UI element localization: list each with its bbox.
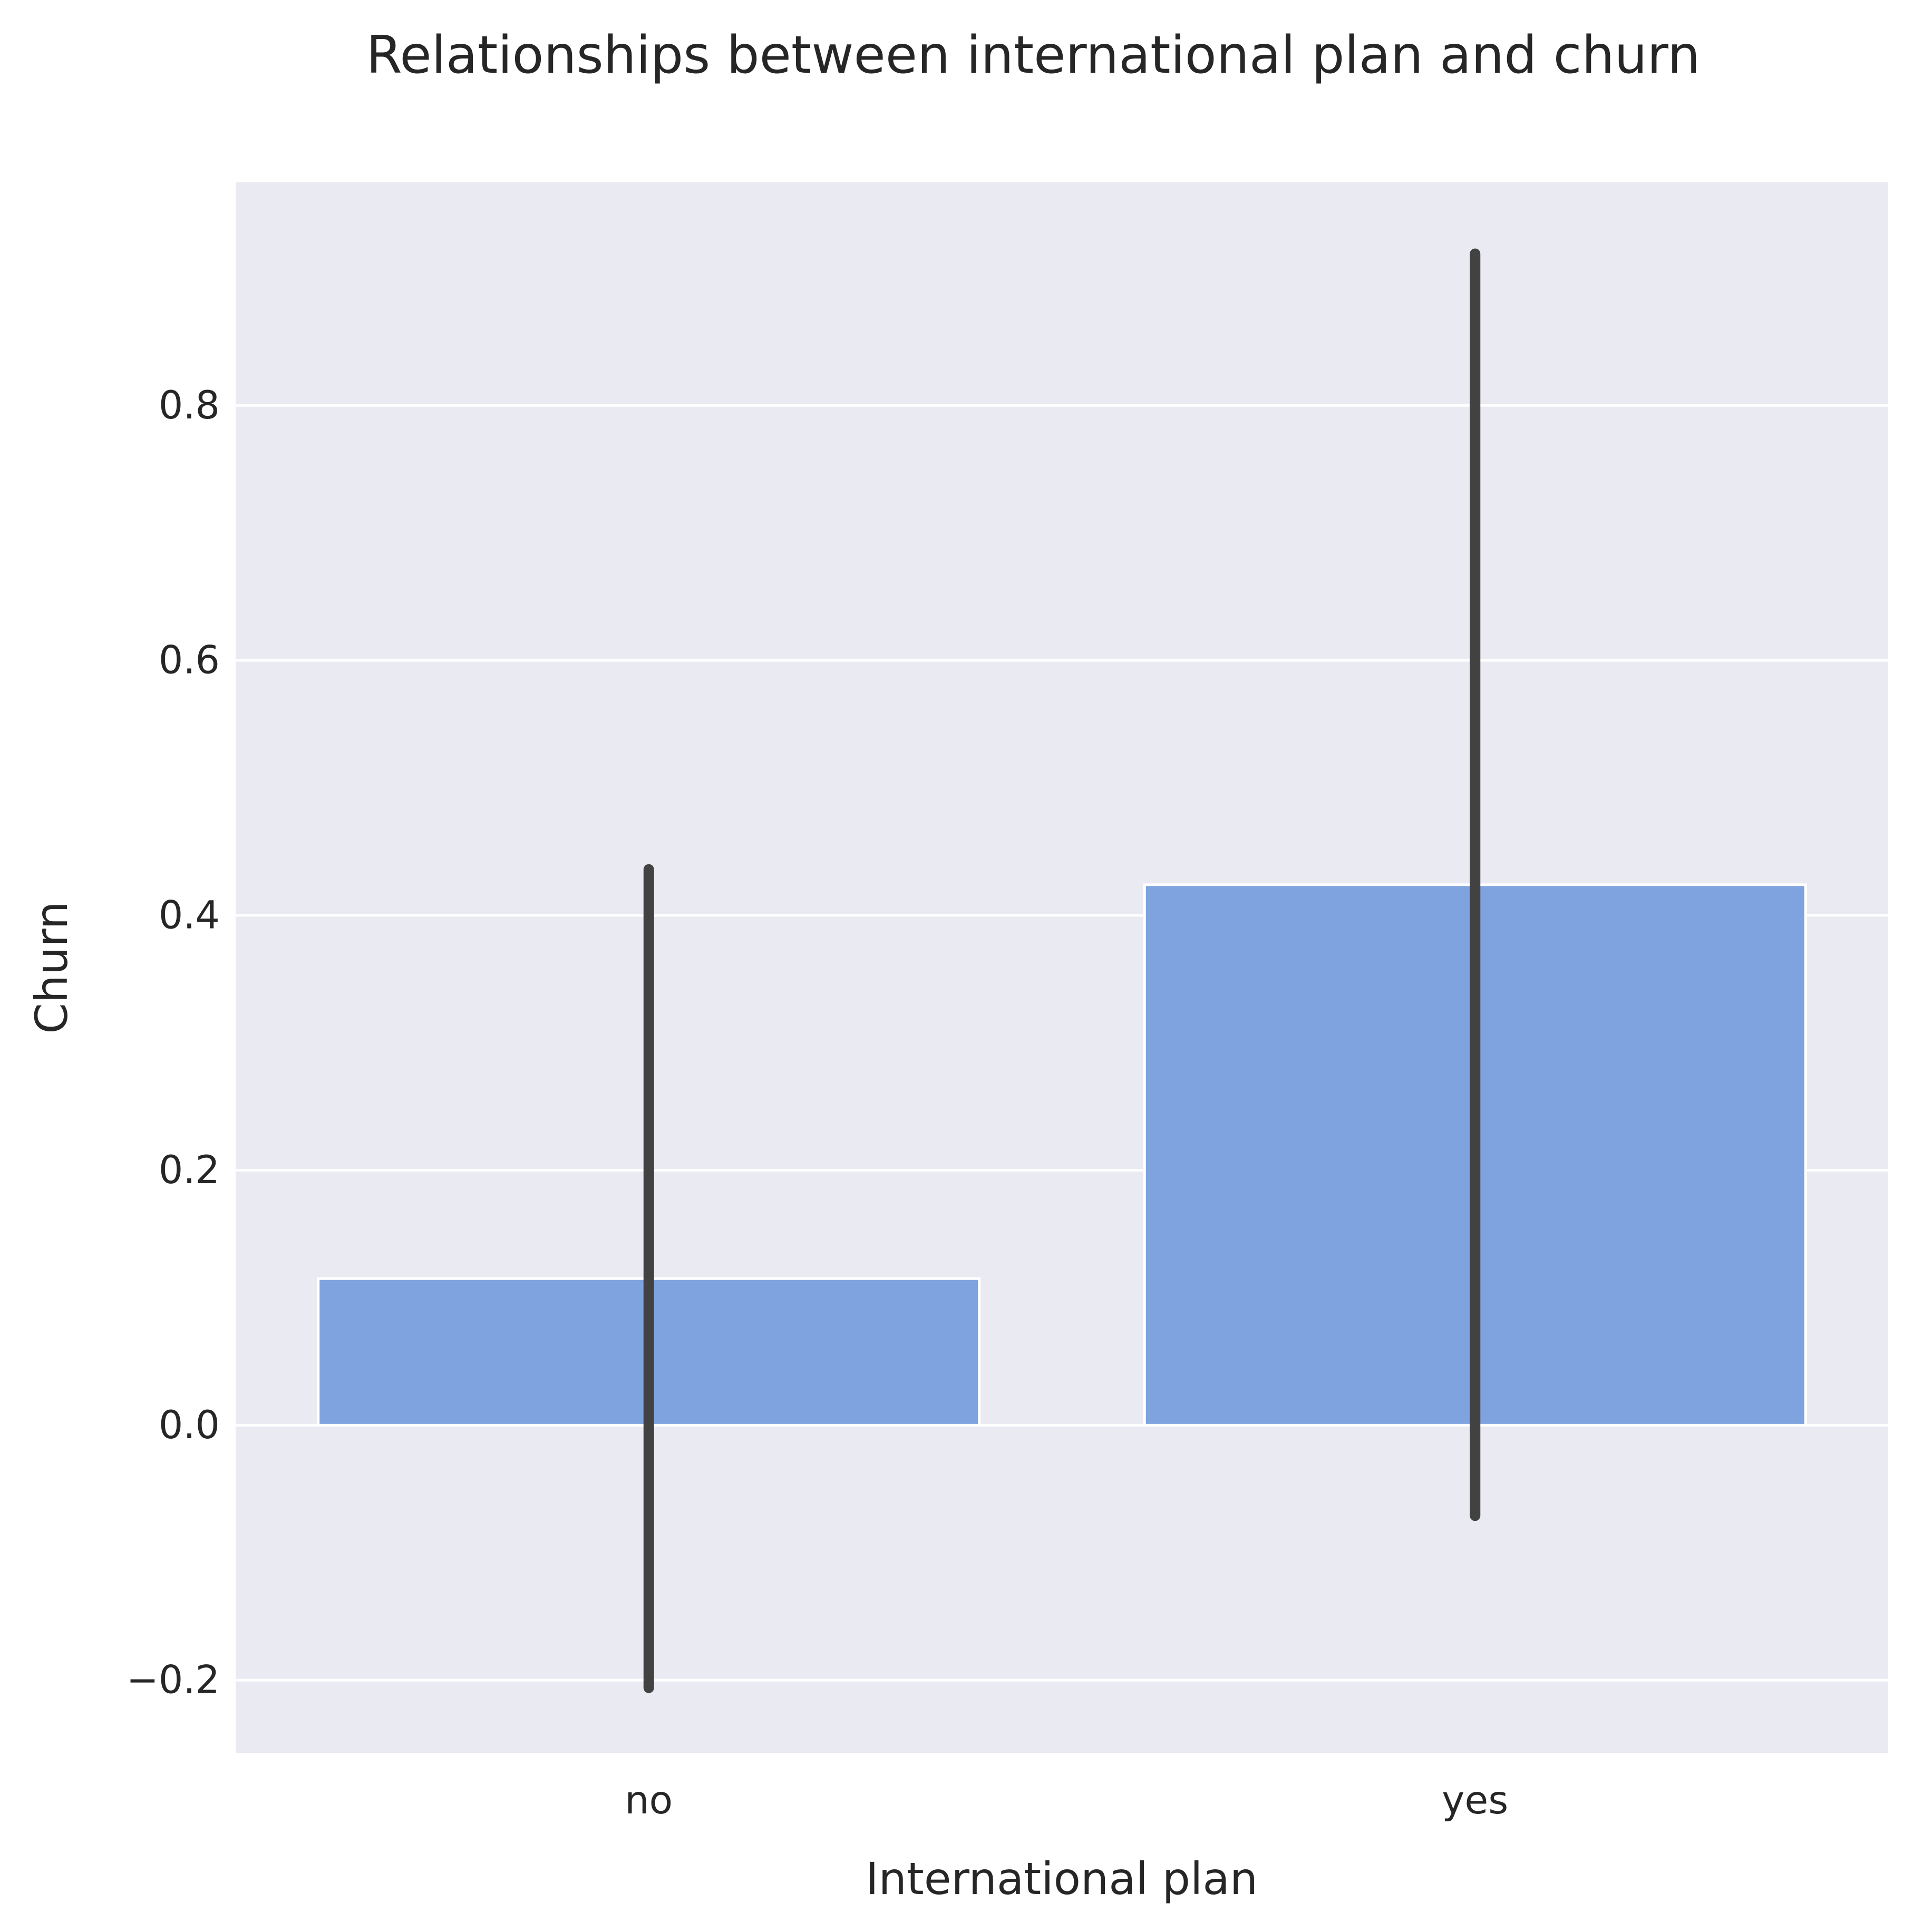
y-tick-label: 0.8 xyxy=(159,383,220,428)
x-tick-label: no xyxy=(625,1778,673,1823)
y-tick-label: 0.6 xyxy=(159,638,220,683)
y-tick-label: 0.4 xyxy=(159,893,220,938)
chart-title: Relationships between international plan… xyxy=(366,25,1701,85)
error-bars xyxy=(643,248,1481,1693)
y-tick-label: −0.2 xyxy=(127,1658,220,1703)
x-tick-label: yes xyxy=(1442,1778,1508,1823)
x-axis-label: International plan xyxy=(866,1853,1258,1905)
y-tick-label: 0.2 xyxy=(159,1148,220,1193)
y-tick-label: 0.0 xyxy=(159,1403,220,1448)
x-tick-labels: no yes xyxy=(625,1778,1508,1823)
y-axis-label: Churn xyxy=(26,901,77,1033)
y-tick-labels: −0.2 0.0 0.2 0.4 0.6 0.8 xyxy=(127,383,220,1703)
